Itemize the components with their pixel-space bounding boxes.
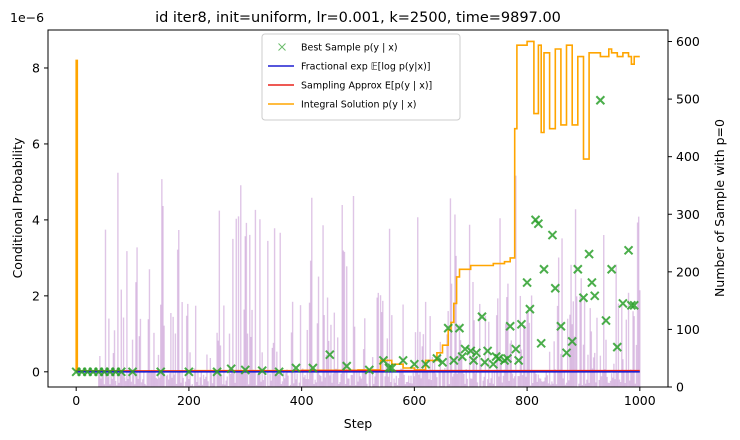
best-sample-point xyxy=(116,367,126,377)
y-tick-label: 8 xyxy=(32,60,40,75)
best-sample-point xyxy=(409,359,420,369)
x-tick-label: 800 xyxy=(515,393,539,408)
best-sample-point xyxy=(561,348,572,358)
best-sample-point xyxy=(612,342,622,352)
y-tick-label: 6 xyxy=(32,136,40,151)
x-tick-label: 400 xyxy=(290,393,314,408)
best-sample-point xyxy=(325,350,335,360)
y-right-tick-label: 0 xyxy=(676,380,684,395)
best-sample-point xyxy=(618,298,628,309)
best-sample-point xyxy=(595,95,606,105)
legend-marker-best xyxy=(278,43,286,51)
best-sample-point xyxy=(556,321,566,331)
best-sample-point xyxy=(494,353,504,364)
legend-label-sampling: Sampling Approx E[p(y | x)] xyxy=(301,81,432,92)
best-sample-point xyxy=(606,264,617,274)
best-sample-point xyxy=(505,321,515,331)
best-sample-point xyxy=(471,348,482,358)
best-sample-point xyxy=(590,291,600,301)
x-axis-label: Step xyxy=(344,416,373,431)
legend-box xyxy=(261,33,461,121)
x-tick-label: 200 xyxy=(177,393,201,408)
best-sample-point xyxy=(387,363,397,373)
y-axis-label: Conditional Probability xyxy=(10,137,25,278)
best-sample-point xyxy=(156,367,166,377)
best-sample-point xyxy=(212,367,222,377)
legend-label-integral: Integral Solution p(y | x) xyxy=(301,100,416,111)
best-sample-point xyxy=(226,364,236,374)
best-sample-point xyxy=(184,367,194,377)
best-sample-point xyxy=(364,365,374,375)
best-sample-point xyxy=(308,363,318,373)
best-sample-point xyxy=(480,357,490,368)
best-sample-point xyxy=(378,355,389,366)
best-sample-point xyxy=(629,300,639,311)
best-sample-point xyxy=(466,346,476,356)
best-sample-markers xyxy=(71,95,639,377)
best-sample-point xyxy=(567,336,577,347)
best-sample-point xyxy=(443,323,453,333)
y-right-tick-label: 400 xyxy=(676,149,700,164)
best-sample-point xyxy=(477,312,487,322)
best-sample-point xyxy=(342,361,352,371)
best-sample-point xyxy=(384,363,394,373)
best-sample-point xyxy=(623,245,634,255)
best-sample-point xyxy=(533,218,544,229)
legend: Best Sample p(y | x) Fractional exp 𝔼[log… xyxy=(261,33,461,121)
legend-label-best: Best Sample p(y | x) xyxy=(301,43,398,54)
y-right-tick-label: 600 xyxy=(676,34,700,49)
best-sample-point xyxy=(449,355,459,366)
y-right-tick-label: 200 xyxy=(676,264,700,279)
right-axis-label: Number of Sample with p=0 xyxy=(712,119,727,297)
chart-title: id iter8, init=uniform, lr=0.001, k=2500… xyxy=(155,10,561,26)
best-sample-point xyxy=(240,365,250,375)
series-line-integral xyxy=(75,40,640,372)
best-sample-point xyxy=(291,363,301,373)
best-sample-point xyxy=(468,355,479,366)
best-sample-point xyxy=(454,323,465,333)
best-sample-point xyxy=(547,230,558,240)
plot-frame xyxy=(47,29,669,388)
best-sample-point xyxy=(525,304,535,314)
best-sample-point xyxy=(274,367,284,377)
y-right-tick-label: 300 xyxy=(676,207,700,222)
best-sample-point xyxy=(573,264,583,274)
best-sample-point xyxy=(584,249,594,259)
axes: 0 200 400 600 800 1000 0 2 4 6 8 0 100 200 300 400 500 60… xyxy=(32,34,700,408)
best-sample-point xyxy=(539,264,549,274)
legend-label-fractional: Fractional exp 𝔼[log p(y|x)] xyxy=(301,62,430,73)
y-right-tick-label: 100 xyxy=(676,322,700,337)
best-sample-point xyxy=(522,277,532,288)
best-sample-point xyxy=(516,319,527,330)
best-sample-point xyxy=(587,277,597,288)
best-sample-point xyxy=(437,357,448,368)
best-sample-point xyxy=(626,300,637,311)
best-sample-point xyxy=(127,367,138,377)
best-sample-point xyxy=(432,353,442,364)
y-offset-label: 1e−6 xyxy=(10,10,44,25)
y-tick-label: 2 xyxy=(32,288,40,303)
x-tick-label: 0 xyxy=(72,393,80,408)
best-sample-point xyxy=(550,283,560,293)
best-sample-point xyxy=(513,355,524,366)
best-sample-point xyxy=(578,293,589,303)
best-sample-point xyxy=(460,344,470,354)
best-sample-point xyxy=(457,351,467,362)
best-sample-point xyxy=(502,353,513,364)
x-tick-label: 600 xyxy=(402,393,426,408)
y-tick-label: 4 xyxy=(32,212,40,227)
x-tick-label: 1000 xyxy=(624,393,656,408)
y-right-tick-label: 500 xyxy=(676,92,700,107)
best-sample-point xyxy=(536,338,546,349)
best-sample-point xyxy=(511,344,521,354)
best-sample-point xyxy=(257,365,267,376)
best-sample-point xyxy=(420,359,431,369)
best-sample-point xyxy=(398,355,408,366)
best-sample-point xyxy=(601,315,611,326)
best-sample-point xyxy=(482,346,493,356)
y-tick-label: 0 xyxy=(32,364,40,379)
